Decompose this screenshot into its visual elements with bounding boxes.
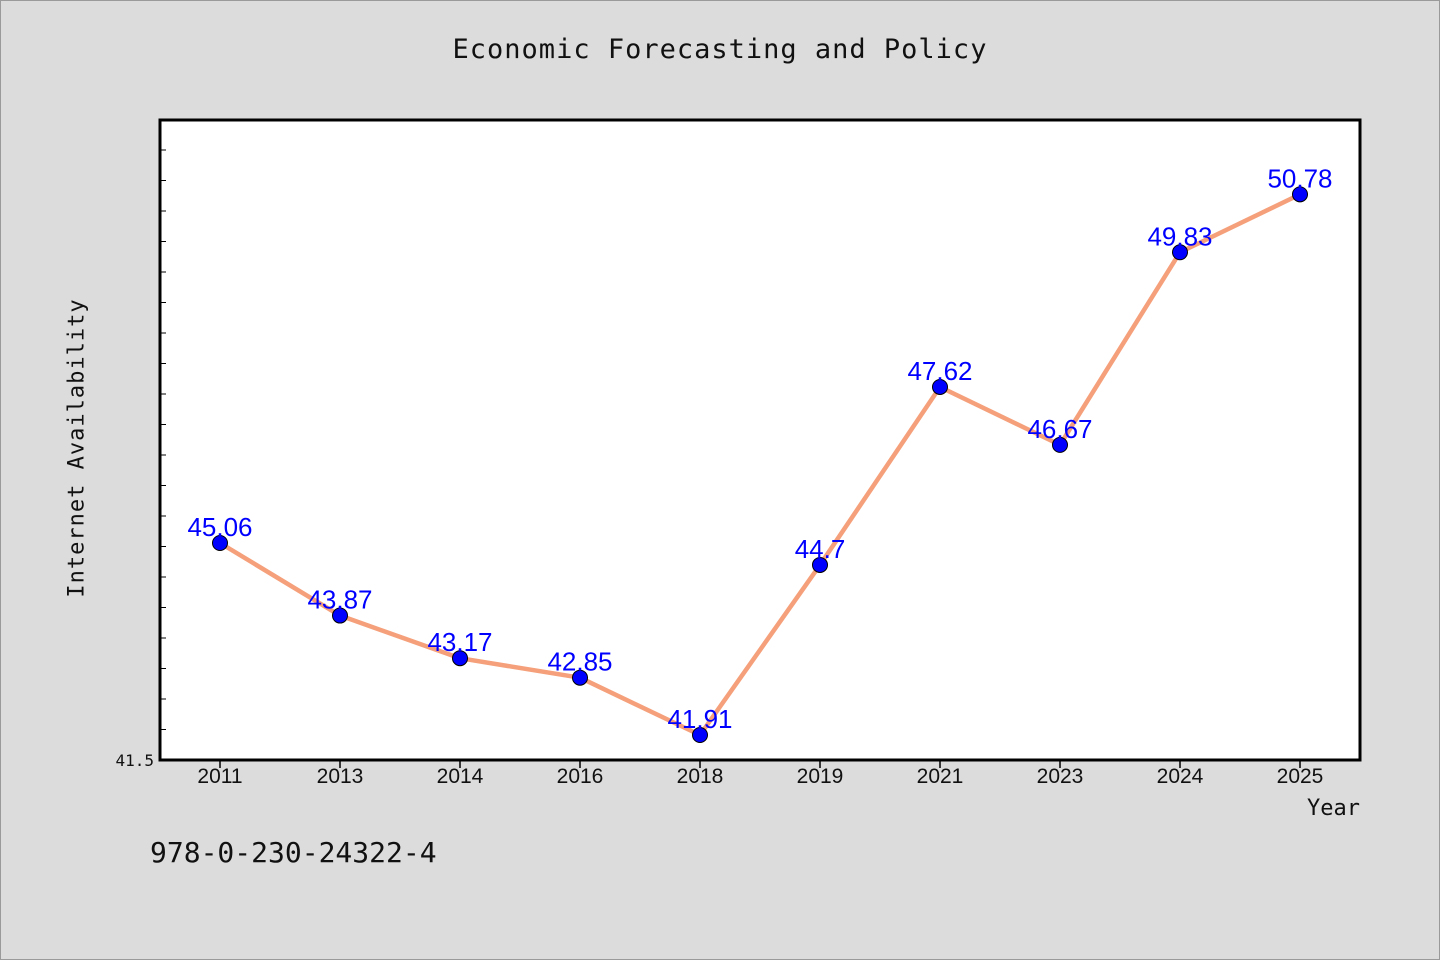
data-point: [572, 669, 588, 686]
data-label: 45.06: [187, 512, 252, 542]
x-tick-label: 2023: [1037, 765, 1084, 788]
x-tick-label: 2018: [677, 765, 724, 788]
data-point: [1052, 436, 1068, 453]
data-label: 49.83: [1147, 221, 1212, 251]
data-label: 47.62: [907, 356, 972, 386]
data-point: [692, 727, 708, 744]
data-point: [812, 556, 828, 573]
plot-area: [160, 120, 1360, 760]
x-tick-label: 2021: [917, 765, 964, 788]
data-label: 43.17: [427, 627, 492, 657]
plot-border: [158, 118, 1362, 762]
series-line: [217, 192, 1303, 738]
data-point: [452, 650, 468, 667]
x-tick-label: 2025: [1277, 765, 1324, 788]
x-tick-label: 2013: [317, 765, 364, 788]
data-label: 46.67: [1027, 414, 1092, 444]
data-point: [332, 607, 348, 624]
x-tick-label: 2011: [197, 765, 242, 788]
data-point: [212, 535, 228, 552]
x-tick-label: 2016: [557, 765, 604, 788]
chart-title: Economic Forecasting and Policy: [452, 34, 988, 65]
data-point: [1172, 244, 1188, 261]
isbn-text: 978-0-230-24322-4: [150, 836, 437, 869]
data-label: 50.78: [1267, 163, 1332, 193]
data-label: 42.85: [547, 647, 612, 677]
data-label: 43.87: [307, 585, 372, 615]
x-tick-label: 2014: [437, 765, 484, 788]
data-label: 44.7: [795, 534, 846, 564]
data-point: [932, 378, 948, 395]
x-tick-label: 2019: [797, 765, 844, 788]
x-axis-label: Year: [1307, 796, 1360, 821]
x-tick-label: 2024: [1157, 765, 1204, 788]
data-point: [1292, 186, 1308, 203]
y-tick-label: 41.5: [115, 751, 154, 770]
data-label: 41.91: [667, 704, 732, 734]
